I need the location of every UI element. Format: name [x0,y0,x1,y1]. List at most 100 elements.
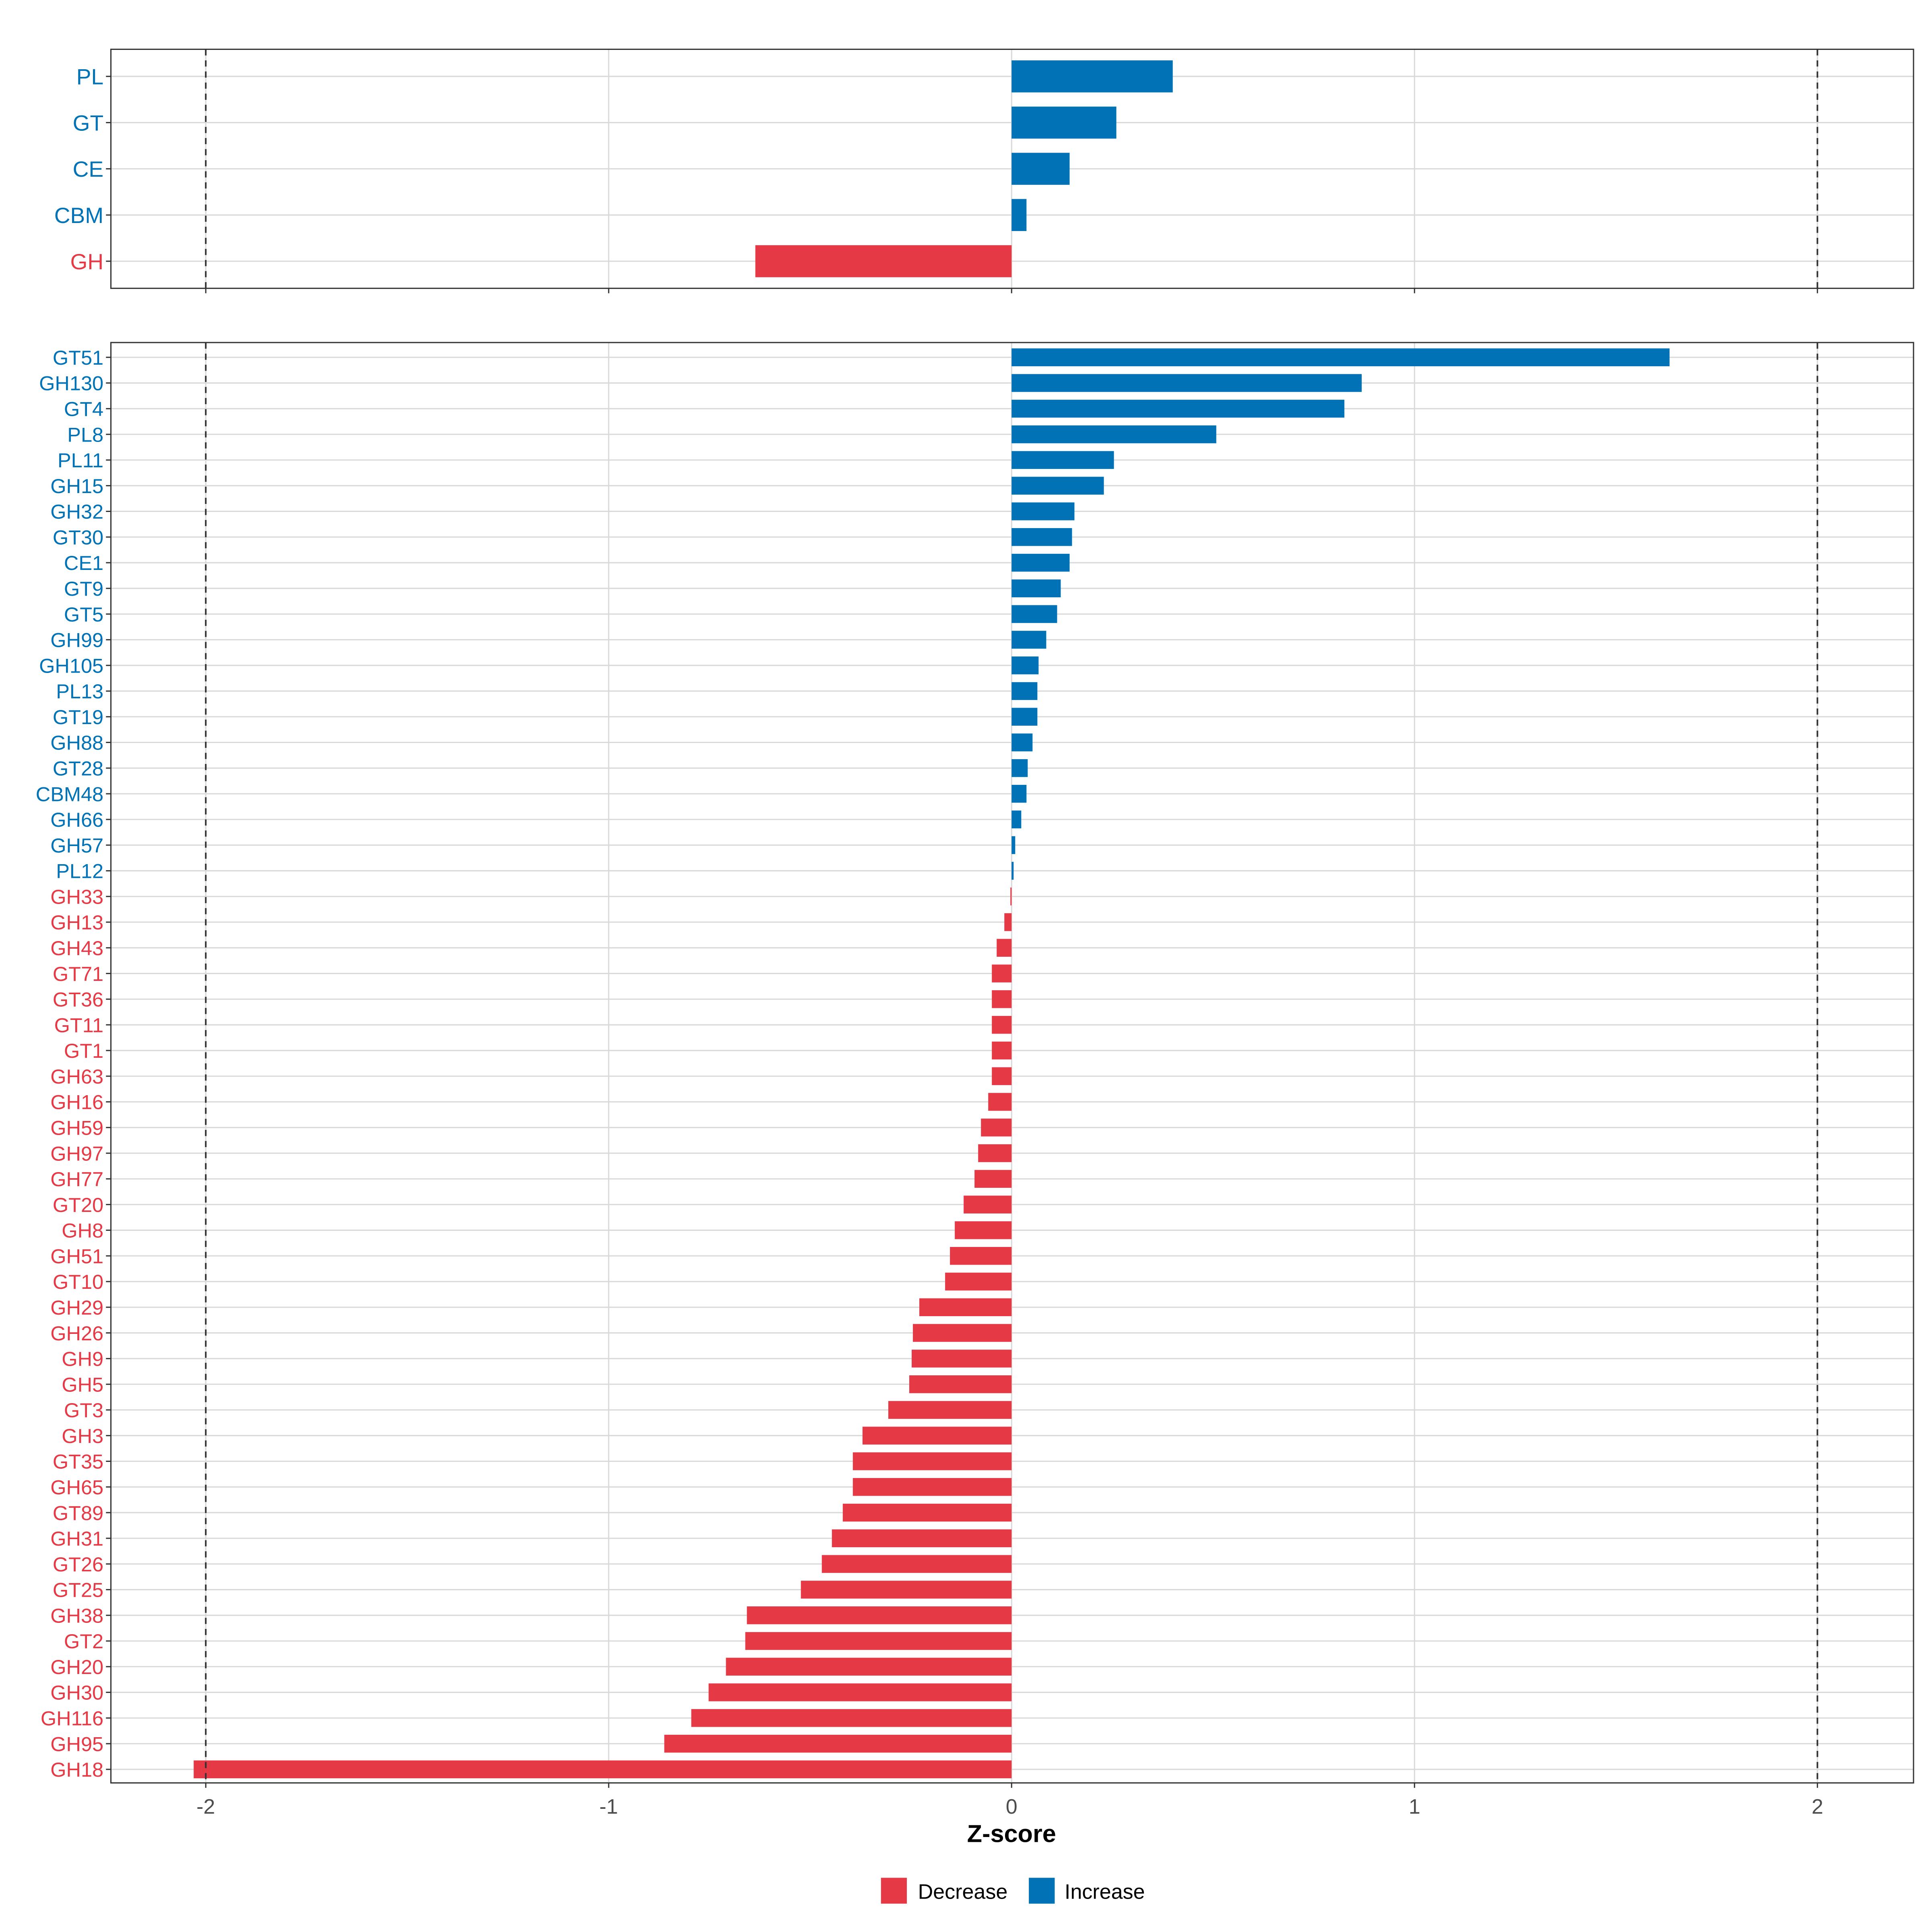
category-label: GH57 [50,834,103,857]
bar-gt9 [1011,579,1061,598]
x-tick-label: -2 [196,1795,215,1818]
bar-gh88 [1011,733,1033,751]
category-label: GT11 [54,1013,104,1036]
category-label: GH38 [50,1604,103,1627]
bar-gh26 [913,1324,1012,1342]
category-label: GT2 [64,1630,103,1653]
x-axis-title: Z-score [967,1820,1056,1847]
category-label: GH29 [50,1296,103,1319]
bar-gh13 [1004,913,1012,931]
bar-gh3 [862,1426,1012,1445]
bar-gt19 [1011,708,1038,726]
category-label: GH15 [50,475,103,497]
bar-pl13 [1011,682,1038,700]
bar-gt [1011,106,1117,139]
category-label: GT9 [64,577,103,600]
category-label: GT51 [53,346,103,369]
bar-gh38 [747,1606,1012,1624]
category-label: GH59 [50,1116,103,1139]
bar-gh105 [1011,656,1039,675]
bar-gt25 [801,1581,1012,1599]
category-label: GT4 [64,398,103,421]
category-label: CE1 [64,551,103,574]
legend-swatch-increase [1029,1878,1055,1904]
legend-label-decrease: Decrease [918,1880,1008,1903]
category-label: CBM [54,203,103,228]
category-label: PL13 [56,680,103,703]
bar-gh16 [988,1093,1012,1111]
category-label: GH33 [50,885,103,908]
category-label: GT25 [53,1579,103,1602]
bar-gt89 [842,1503,1012,1522]
category-label: GH88 [50,731,103,754]
bar-cbm48 [1011,784,1027,803]
bar-gh18 [194,1760,1012,1779]
category-label: GH16 [50,1091,103,1114]
category-label: GT5 [64,603,103,626]
bar-pl [1011,60,1173,93]
category-label: GT30 [53,526,103,549]
bar-gh [755,245,1012,277]
bar-cbm [1011,199,1027,231]
category-label: GT89 [53,1501,103,1524]
category-label: GH65 [50,1476,103,1499]
bar-gt28 [1011,759,1028,777]
x-axis: -2 -1 0 1 2 [196,1795,1823,1818]
bar-gh31 [832,1529,1012,1548]
category-label: PL11 [58,449,103,472]
category-label: GT19 [53,706,103,729]
category-label: GT1 [64,1039,103,1062]
category-label: PL8 [67,423,103,446]
category-label: GH51 [50,1245,103,1267]
bar-gh30 [708,1683,1012,1701]
bar-pl11 [1011,451,1114,469]
category-label: GH95 [50,1732,103,1755]
category-label: GH63 [50,1065,103,1088]
bar-gh59 [981,1119,1012,1137]
legend-swatch-decrease [881,1878,907,1904]
x-tick-label: 2 [1812,1795,1823,1818]
bar-ce1 [1011,553,1070,572]
bar-gt2 [745,1632,1012,1650]
x-tick-label: 0 [1006,1795,1018,1818]
category-label: GH9 [62,1348,103,1371]
bar-gh15 [1011,477,1104,495]
bar-gh32 [1011,502,1075,520]
bar-gh116 [691,1709,1012,1727]
bar-gt20 [964,1195,1012,1214]
category-label: PL12 [56,860,103,883]
category-label: PL [76,64,103,89]
category-label: CE [73,157,104,182]
category-label: GH97 [50,1142,103,1165]
bar-gh66 [1011,810,1022,829]
x-tick-label: 1 [1409,1795,1420,1818]
category-label: GT3 [64,1399,103,1422]
category-label: GH [70,249,104,274]
category-label: GT71 [53,962,103,985]
category-label: GT28 [53,757,103,780]
bar-gt26 [822,1555,1012,1573]
bar-gh63 [992,1067,1012,1085]
bar-gt10 [945,1272,1012,1291]
bar-gh20 [726,1657,1012,1676]
bar-gt35 [852,1452,1012,1470]
category-label: GT10 [53,1270,103,1293]
category-label: GH13 [50,911,103,934]
bar-gh99 [1011,631,1046,649]
bar-gh8 [955,1221,1012,1239]
category-label: GT36 [53,988,103,1011]
bar-gt4 [1011,400,1345,418]
bar-gt1 [992,1041,1012,1060]
bar-gh130 [1011,374,1362,392]
top-panel: PL GT CE CBM GH [54,48,1914,293]
category-label: GH77 [50,1168,103,1191]
category-label: GH26 [50,1322,103,1345]
x-tick-label: -1 [599,1795,618,1818]
category-label: GH8 [62,1219,103,1242]
bar-gt30 [1011,528,1072,546]
bar-ce [1011,153,1070,185]
bar-gh29 [919,1298,1012,1316]
bar-gt3 [888,1401,1012,1419]
category-label: GH5 [62,1373,103,1396]
